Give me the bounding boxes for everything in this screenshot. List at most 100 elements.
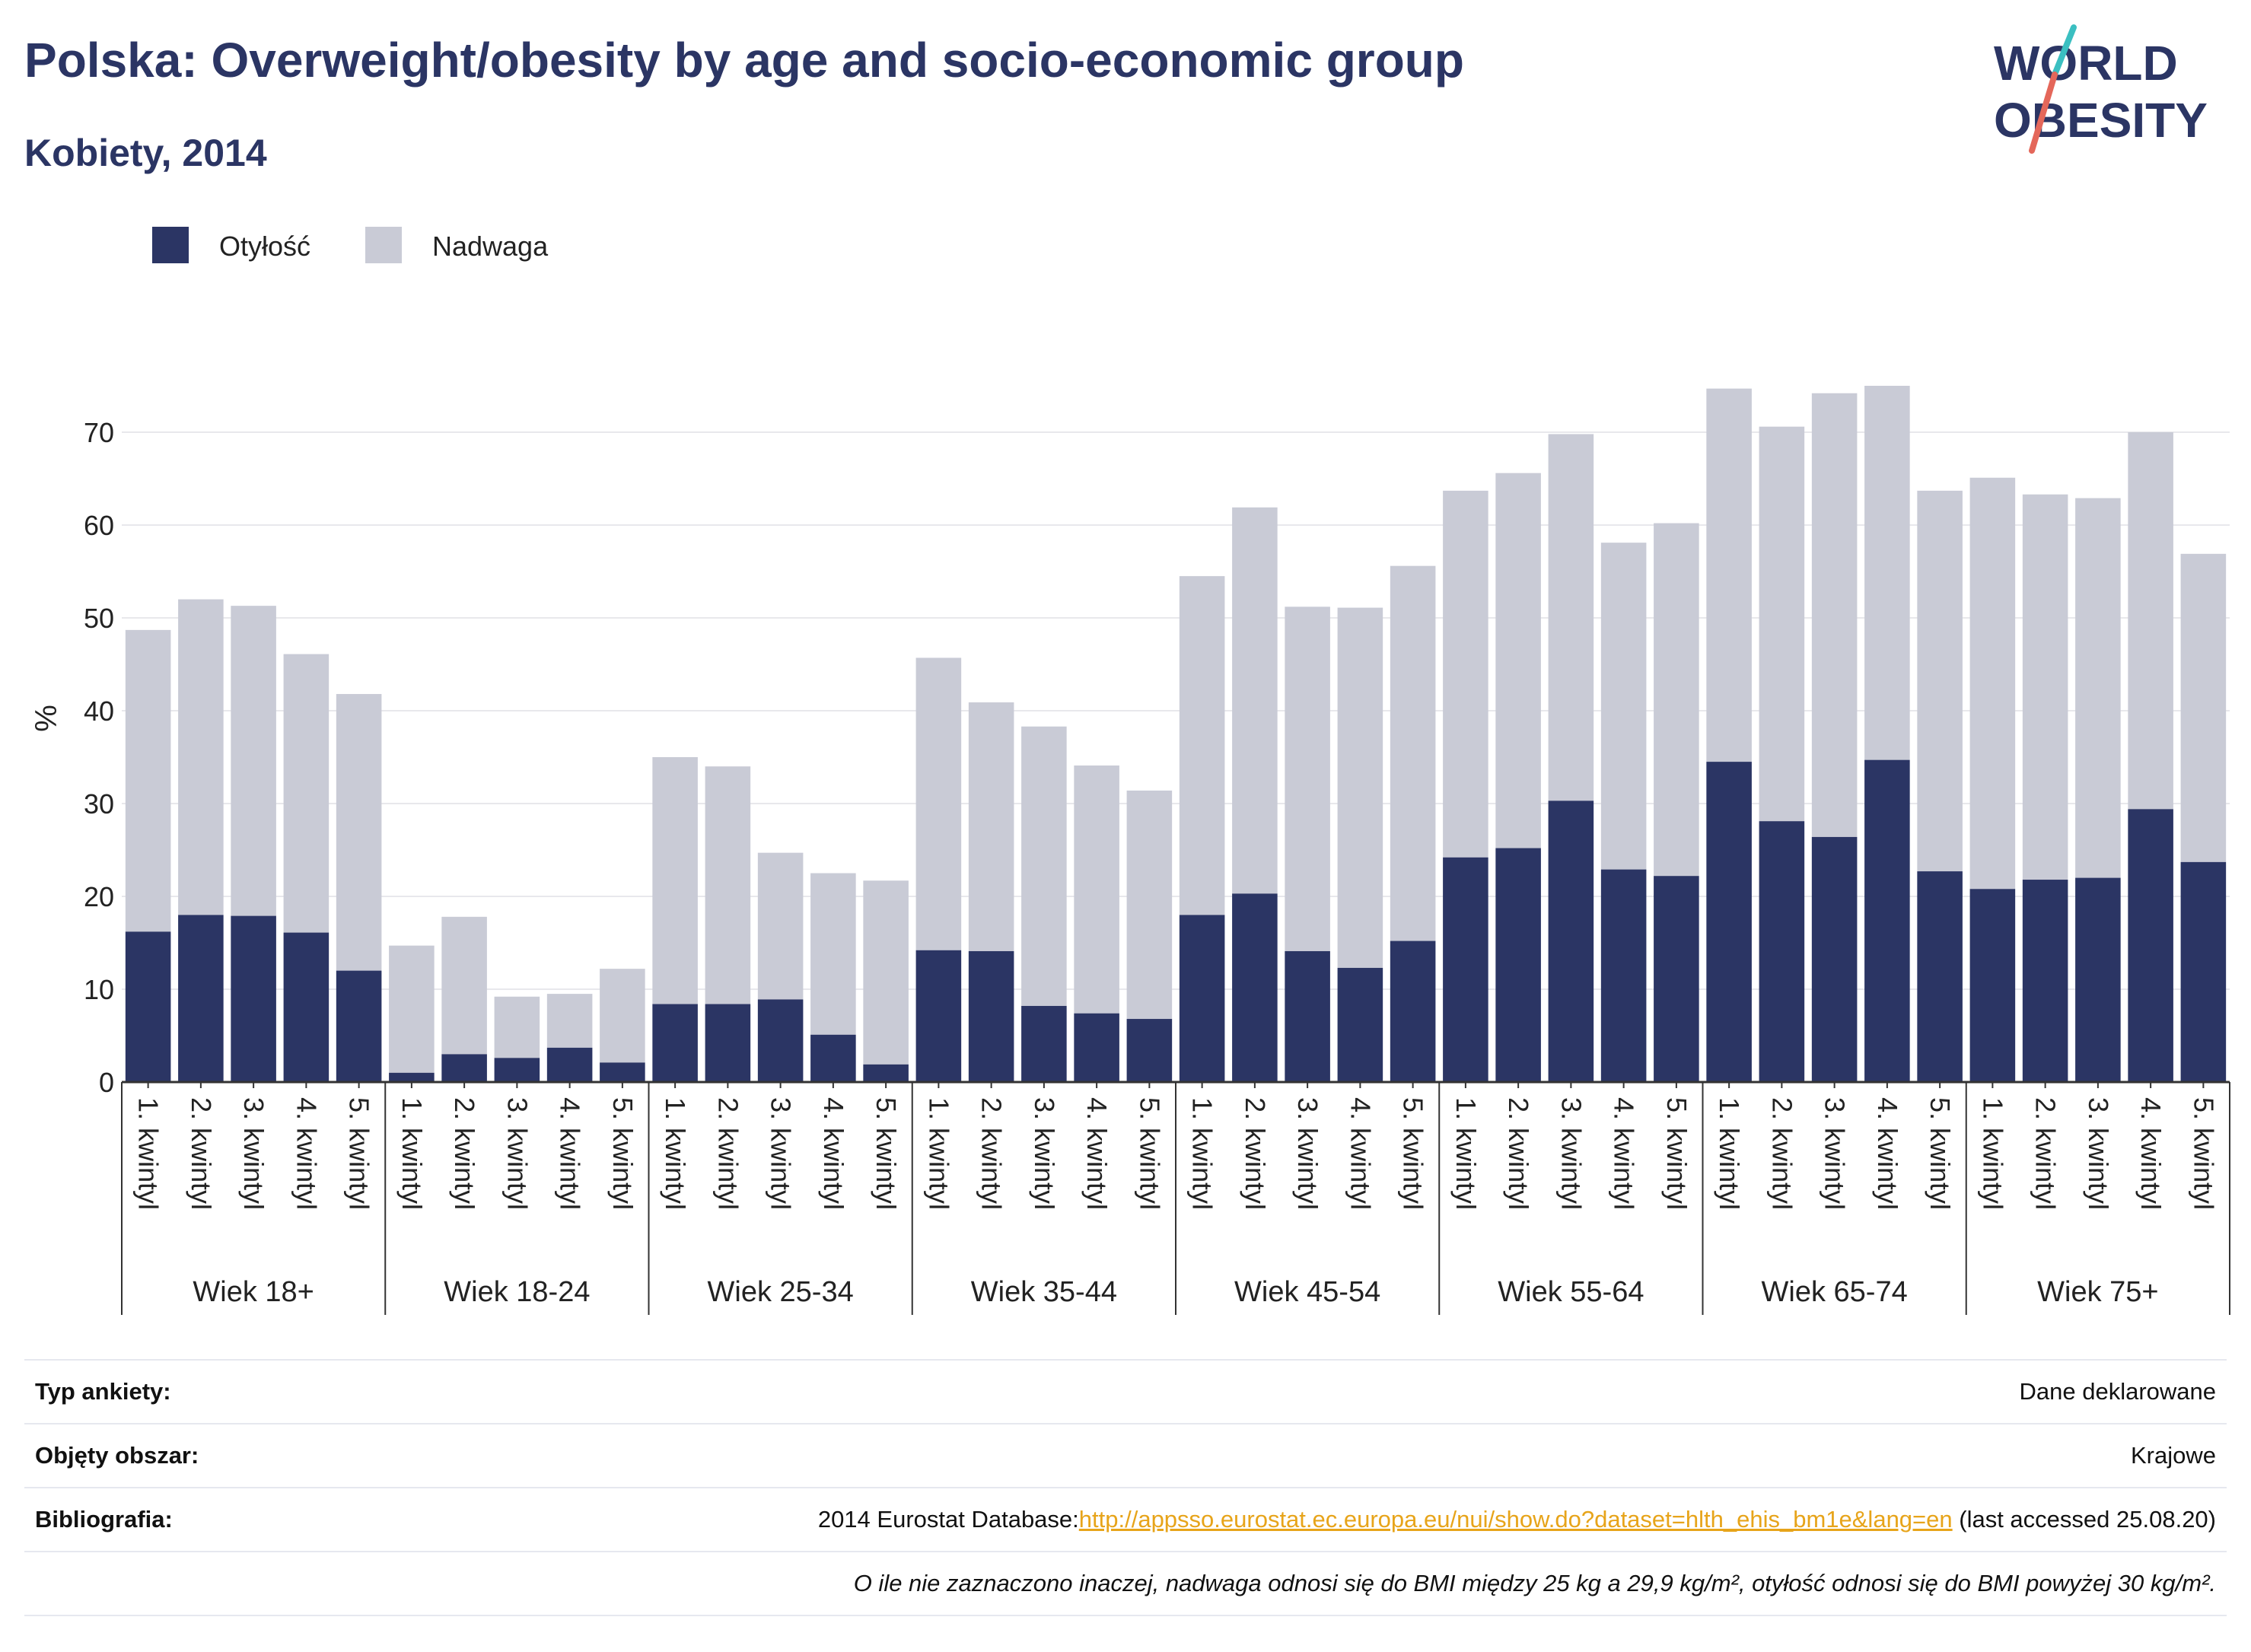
bar-obesity	[1443, 857, 1488, 1082]
logo-slash-bottom	[2029, 72, 2058, 154]
bar-overweight	[1126, 790, 1173, 1020]
survey-type-label: Typ ankiety:	[35, 1378, 171, 1405]
x-tick-label: 3. kwintyl	[238, 1097, 269, 1210]
bar-obesity	[915, 950, 962, 1082]
bibliography-link[interactable]: http://appsso.eurostat.ec.europa.eu/nui/…	[1078, 1506, 1953, 1533]
group-label: Wiek 75+	[2037, 1276, 2158, 1308]
bar-overweight	[441, 916, 487, 1055]
x-tick-label: 5. kwintyl	[607, 1097, 638, 1210]
bar-obesity	[1600, 869, 1647, 1082]
legend-label-overweight: Nadwaga	[432, 231, 549, 262]
bar-obesity	[1548, 801, 1594, 1082]
x-tick-label: 4. kwintyl	[2135, 1097, 2167, 1210]
x-tick-label: 2. kwintyl	[1766, 1097, 1797, 1210]
bar-overweight	[757, 852, 804, 1000]
bar-obesity	[1021, 1005, 1067, 1082]
legend: Otyłość Nadwaga	[152, 227, 549, 263]
bar-obesity	[757, 999, 804, 1082]
bar-obesity	[2075, 877, 2121, 1082]
y-tick-label: 30	[84, 788, 114, 820]
bar-obesity	[968, 950, 1014, 1082]
group-label: Wiek 35-44	[971, 1276, 1117, 1308]
bar-overweight	[810, 873, 856, 1035]
bar-obesity	[1969, 889, 2016, 1082]
bar-overweight	[652, 757, 698, 1004]
y-tick-label: 60	[84, 510, 114, 541]
logo-word-world: WORLD	[1994, 36, 2178, 91]
bar-obesity	[2180, 861, 2227, 1082]
x-tick-label: 3. kwintyl	[501, 1097, 533, 1210]
bar-overweight	[231, 606, 276, 916]
x-tick-label: 4. kwintyl	[555, 1097, 586, 1210]
x-tick-label: 2. kwintyl	[449, 1097, 480, 1210]
bar-obesity	[1390, 941, 1436, 1082]
logo-slash-top	[2052, 24, 2077, 78]
bar-obesity	[1232, 893, 1278, 1082]
x-tick-label: 3. kwintyl	[1029, 1097, 1060, 1210]
x-tick-label: 1. kwintyl	[1187, 1097, 1218, 1210]
bar-overweight	[1811, 393, 1858, 837]
x-tick-label: 1. kwintyl	[1714, 1097, 1745, 1210]
bar-overweight	[1179, 576, 1225, 915]
bar-obesity	[1811, 836, 1858, 1082]
bibliography-value: 2014 Eurostat Database:http://appsso.eur…	[818, 1506, 2227, 1533]
x-tick-label: 1. kwintyl	[923, 1097, 954, 1210]
bar-overweight	[1759, 426, 1805, 822]
bar-obesity	[125, 931, 171, 1082]
x-tick-label: 5. kwintyl	[1134, 1097, 1165, 1210]
bar-obesity	[1074, 1013, 1119, 1082]
bar-overweight	[1443, 490, 1488, 858]
bar-obesity	[1179, 915, 1225, 1082]
x-tick-label: 4. kwintyl	[291, 1097, 322, 1210]
bar-overweight	[1021, 726, 1067, 1006]
bar-obesity	[231, 915, 276, 1082]
bibliography-prefix: 2014 Eurostat Database:	[817, 1506, 1079, 1533]
bar-overweight	[125, 629, 171, 932]
group-label: Wiek 25-34	[708, 1276, 854, 1308]
bar-obesity	[1337, 967, 1383, 1082]
bar-obesity	[652, 1004, 698, 1082]
bar-obesity	[1706, 762, 1752, 1082]
info-row-area: Objęty obszar: Krajowe	[24, 1424, 2227, 1488]
x-tick-label: 4. kwintyl	[1345, 1097, 1376, 1210]
bar-overweight	[968, 702, 1014, 951]
x-tick-label: 1. kwintyl	[396, 1097, 428, 1210]
x-tick-label: 3. kwintyl	[1292, 1097, 1323, 1210]
x-tick-label: 1. kwintyl	[133, 1097, 164, 1210]
group-label: Wiek 18-24	[444, 1276, 590, 1308]
stacked-bar-chart: Otyłość Nadwaga 0 10 20 30 40 50 60 70 1. kwinty…	[30, 227, 2230, 1315]
x-tick-label: 2. kwintyl	[976, 1097, 1008, 1210]
definition-note: O ile nie zaznaczono inaczej, nadwaga od…	[853, 1570, 2216, 1596]
y-tick-label: 50	[84, 603, 114, 634]
bar-overweight	[915, 657, 962, 950]
bar-obesity	[2128, 809, 2173, 1082]
bar-overweight	[1495, 473, 1541, 848]
legend-swatch-obesity	[152, 227, 189, 263]
bar-overweight	[1337, 607, 1383, 968]
x-tick-label: 2. kwintyl	[712, 1097, 743, 1210]
group-label: Wiek 18+	[193, 1276, 314, 1308]
x-tick-label: 5. kwintyl	[1925, 1097, 1956, 1210]
bar-overweight	[494, 996, 540, 1058]
bar-overweight	[2128, 432, 2173, 810]
bar-obesity	[546, 1047, 593, 1082]
x-tick-label: 2. kwintyl	[186, 1097, 217, 1210]
x-tick-label: 5. kwintyl	[871, 1097, 902, 1210]
bar-overweight	[2075, 498, 2121, 878]
bar-obesity	[600, 1062, 645, 1082]
bar-overweight	[1285, 606, 1330, 951]
bar-obesity	[1126, 1019, 1173, 1082]
bar-obesity	[1495, 848, 1541, 1082]
x-tick-label: 4. kwintyl	[1609, 1097, 1640, 1210]
info-row-bibliography: Bibliografia: 2014 Eurostat Database:htt…	[24, 1488, 2227, 1552]
bar-overweight	[705, 766, 751, 1004]
info-row-survey-type: Typ ankiety: Dane deklarowane	[24, 1359, 2227, 1424]
bibliography-suffix: (last accessed 25.08.20)	[1952, 1506, 2216, 1533]
x-tick-label: 4. kwintyl	[1872, 1097, 1903, 1210]
x-tick-label: 3. kwintyl	[2083, 1097, 2114, 1210]
bar-obesity	[810, 1034, 856, 1082]
legend-label-obesity: Otyłość	[219, 231, 310, 262]
x-tick-label: 2. kwintyl	[1240, 1097, 1271, 1210]
x-tick-label: 3. kwintyl	[1555, 1097, 1587, 1210]
bar-overweight	[1706, 388, 1752, 762]
